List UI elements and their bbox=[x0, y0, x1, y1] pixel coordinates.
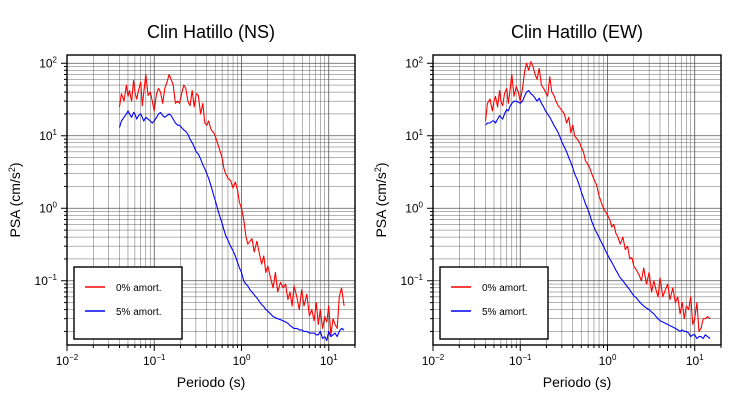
x-tick-label: 10−1 bbox=[509, 353, 532, 368]
chart-title: Clin Hatillo (EW) bbox=[511, 22, 643, 42]
x-tick-label: 101 bbox=[686, 353, 704, 368]
series-line-damped bbox=[485, 90, 711, 340]
x-tick-label: 100 bbox=[599, 353, 617, 368]
plot-frame bbox=[66, 54, 356, 346]
chart-panel-1: 10−2 10−1 100 101 10−1 100 101 102 Clin Hatillo … bbox=[373, 22, 722, 390]
legend: 0% amort. 5% amort. bbox=[73, 266, 183, 340]
x-tick-label: 10−2 bbox=[422, 353, 445, 368]
plot-frame bbox=[432, 54, 722, 346]
series-line-damped bbox=[118, 110, 345, 342]
x-axis-label: Periodo (s) bbox=[177, 374, 245, 390]
legend-box bbox=[73, 266, 183, 340]
y-tick-label: 10−1 bbox=[401, 273, 424, 288]
legend-label-undamped: 0% amort. bbox=[482, 283, 528, 294]
y-tick-label: 101 bbox=[39, 128, 57, 143]
tick-marks bbox=[427, 62, 722, 351]
y-tick-label: 101 bbox=[405, 128, 423, 143]
legend-box bbox=[439, 266, 549, 340]
tick-marks bbox=[61, 62, 356, 351]
y-tick-label: 10−1 bbox=[35, 273, 58, 288]
y-axis-label: PSA (cm/s2) bbox=[373, 162, 389, 237]
x-tick-label: 101 bbox=[320, 353, 338, 368]
legend-label-undamped: 0% amort. bbox=[116, 283, 162, 294]
x-tick-label: 100 bbox=[233, 353, 251, 368]
x-tick-label: 10−1 bbox=[143, 353, 166, 368]
series-line-undamped bbox=[484, 61, 711, 332]
series-line-undamped bbox=[118, 73, 345, 336]
legend-label-damped: 5% amort. bbox=[116, 307, 162, 318]
y-tick-label: 100 bbox=[405, 200, 423, 215]
x-axis-label: Periodo (s) bbox=[543, 374, 611, 390]
y-tick-label: 102 bbox=[405, 55, 423, 70]
legend: 0% amort. 5% amort. bbox=[439, 266, 549, 340]
y-tick-label: 102 bbox=[39, 55, 57, 70]
y-tick-label: 100 bbox=[39, 200, 57, 215]
chart-panel-0: 10−2 10−1 100 101 10−1 100 101 102 Clin Hatillo … bbox=[7, 22, 356, 390]
legend-label-damped: 5% amort. bbox=[482, 307, 528, 318]
y-axis-label: PSA (cm/s2) bbox=[7, 162, 23, 237]
chart-title: Clin Hatillo (NS) bbox=[147, 22, 275, 42]
x-tick-label: 10−2 bbox=[56, 353, 79, 368]
